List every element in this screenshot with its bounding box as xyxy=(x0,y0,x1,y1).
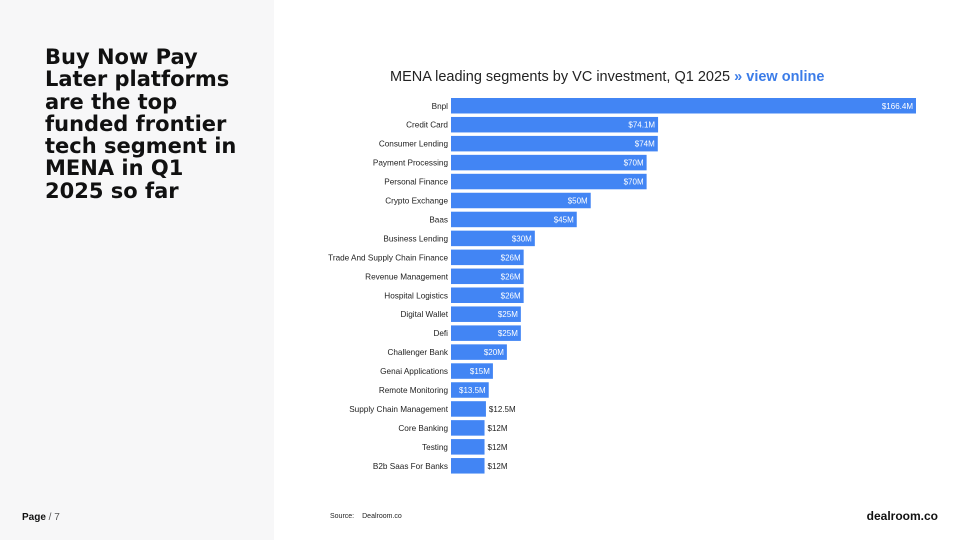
chart-title: MENA leading segments by VC investment, … xyxy=(390,69,824,85)
bar[interactable] xyxy=(451,382,489,398)
bar[interactable] xyxy=(451,458,485,474)
bar[interactable] xyxy=(451,154,647,171)
data-label: $12M xyxy=(488,424,508,433)
category-label: Genai Applications xyxy=(380,367,448,376)
category-label: Business Lending xyxy=(383,234,448,243)
page-count: / 7 xyxy=(45,512,60,523)
bar[interactable] xyxy=(451,287,524,304)
data-label: $25M xyxy=(498,310,518,319)
data-label: $12M xyxy=(488,443,508,452)
category-label: Digital Wallet xyxy=(401,310,449,319)
data-label: $20M xyxy=(484,348,504,357)
bar[interactable] xyxy=(451,268,524,285)
category-label: Credit Card xyxy=(406,121,448,130)
bar[interactable] xyxy=(451,98,916,114)
bar[interactable] xyxy=(451,173,647,190)
category-label: Payment Processing xyxy=(373,159,449,168)
bar[interactable] xyxy=(451,420,485,436)
data-label: $13.5M xyxy=(459,386,486,395)
bar[interactable] xyxy=(451,344,507,360)
category-label: Baas xyxy=(429,215,448,224)
category-label: Supply Chain Management xyxy=(349,405,448,414)
source-note: Source: Dealroom.co xyxy=(330,513,402,520)
bar[interactable] xyxy=(451,116,659,133)
data-label: $166.4M xyxy=(882,102,913,111)
bar[interactable] xyxy=(451,439,485,455)
category-label: Remote Monitoring xyxy=(379,386,449,395)
bar[interactable] xyxy=(451,325,521,341)
bar[interactable] xyxy=(451,249,524,266)
bar[interactable] xyxy=(451,211,577,228)
category-label: Trade And Supply Chain Finance xyxy=(328,253,448,262)
data-label: $26M xyxy=(501,291,521,300)
category-label: Crypto Exchange xyxy=(385,197,448,206)
data-label: $26M xyxy=(501,253,521,262)
brand-logo: dealroom.co xyxy=(866,509,938,523)
data-label: $15M xyxy=(470,367,490,376)
left-panel xyxy=(0,0,274,540)
page-label: Page xyxy=(22,512,46,523)
category-label: Challenger Bank xyxy=(387,348,448,357)
chart-title-text: MENA leading segments by VC investment, … xyxy=(390,69,731,85)
category-label: Personal Finance xyxy=(384,178,448,187)
data-label: $25M xyxy=(498,329,518,338)
data-label: $12M xyxy=(488,462,508,471)
data-label: $30M xyxy=(512,234,532,243)
bar[interactable] xyxy=(451,135,658,152)
data-label: $45M xyxy=(554,215,574,224)
data-label: $50M xyxy=(568,197,588,206)
data-label: $12.5M xyxy=(489,405,516,414)
slide-headline: Buy Now Pay Later platforms are the top … xyxy=(45,45,237,203)
category-label: Consumer Lending xyxy=(379,140,449,149)
data-label: $26M xyxy=(501,272,521,281)
category-label: Bnpl xyxy=(432,102,449,111)
bar[interactable] xyxy=(451,401,486,417)
source-value: Dealroom.co xyxy=(362,513,402,520)
source-label: Source: xyxy=(330,513,355,520)
data-label: $74M xyxy=(635,140,655,149)
page-number: Page / 7 xyxy=(22,512,60,523)
category-label: Revenue Management xyxy=(365,272,449,281)
bar[interactable] xyxy=(451,230,535,247)
category-label: B2b Saas For Banks xyxy=(373,462,448,471)
bar[interactable] xyxy=(451,363,493,379)
category-label: Hospital Logistics xyxy=(384,291,448,300)
data-label: $74.1M xyxy=(628,121,655,130)
data-label: $70M xyxy=(624,178,644,187)
data-label: $70M xyxy=(624,159,644,168)
category-label: Defi xyxy=(433,329,448,338)
bar[interactable] xyxy=(451,306,521,322)
category-label: Core Banking xyxy=(398,424,448,433)
bar[interactable] xyxy=(451,192,591,209)
view-online-link[interactable]: » view online xyxy=(734,69,825,85)
category-label: Testing xyxy=(422,443,448,452)
bar-chart: Bnpl $166.4M Credit Card $74.1M Consumer Len… xyxy=(328,98,916,474)
